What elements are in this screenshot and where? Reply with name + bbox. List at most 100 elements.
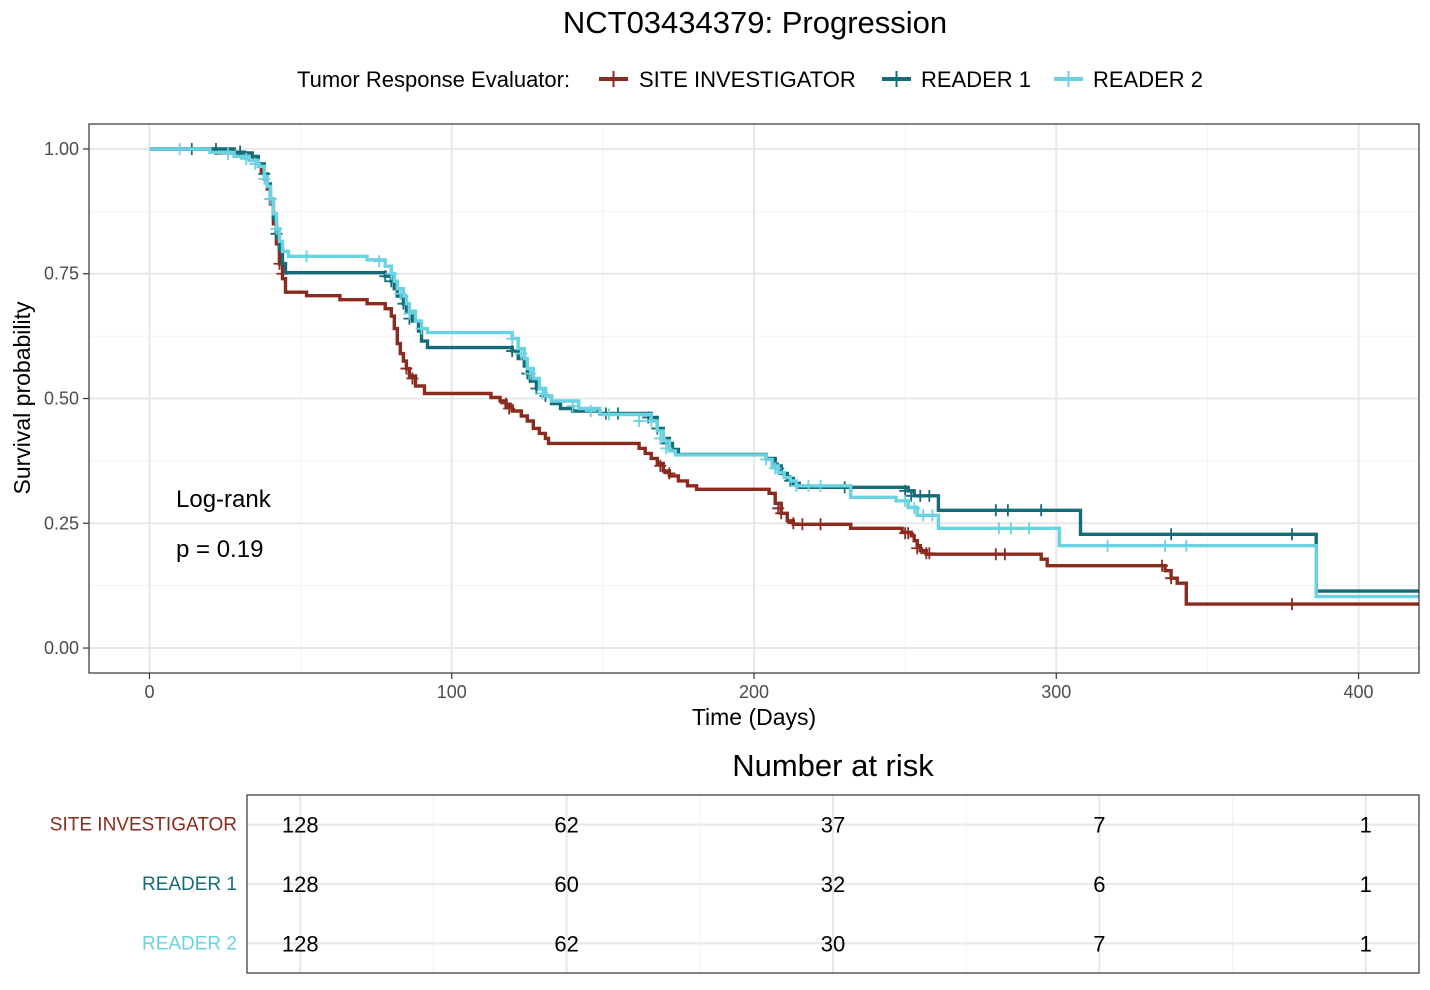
censor-mark (1101, 539, 1114, 552)
censor-mark (264, 192, 277, 205)
legend-title: Tumor Response Evaluator: (297, 67, 570, 92)
risk-count-reader-2: 7 (1093, 931, 1105, 956)
legend-key-site-investigator (599, 71, 628, 87)
censor-mark (1286, 528, 1299, 541)
risk-count-reader-1: 60 (554, 872, 578, 897)
axis-ticks: 0 100 200 300 400 0.00 0.25 0.50 0.75 1.00 (44, 139, 1374, 702)
censor-mark (222, 147, 235, 160)
censor-mark (902, 527, 915, 540)
censor-mark (506, 332, 519, 345)
risk-table-border (246, 794, 1420, 974)
legend-key-reader-1 (882, 71, 911, 87)
censor-mark (515, 347, 528, 360)
risk-count-reader-2: 62 (554, 931, 578, 956)
risk-count-reader-2: 128 (282, 931, 319, 956)
risk-count-reader-1: 1 (1360, 872, 1372, 897)
censor-mark (992, 522, 1005, 535)
censor-mark (645, 414, 658, 427)
legend-key-reader-2 (1054, 71, 1083, 87)
censor-mark (663, 467, 676, 480)
censor-mark (998, 548, 1011, 561)
y-tick-label: 1.00 (44, 139, 79, 159)
censor-mark (1159, 539, 1172, 552)
y-tick-label: 0.25 (44, 513, 79, 533)
censor-mark (394, 287, 407, 300)
y-tick-label: 0.50 (44, 389, 79, 409)
risk-row-label-site-investigator: SITE INVESTIGATOR (50, 815, 237, 836)
censor-mark (602, 408, 615, 421)
chart-title: NCT03434379: Progression (563, 5, 947, 40)
risk-row-label-reader-2: READER 2 (142, 933, 237, 954)
censor-mark (1165, 572, 1178, 585)
censor-mark (814, 518, 827, 531)
survival-curves (149, 142, 1419, 611)
censor-mark (300, 250, 313, 263)
risk-count-reader-2: 30 (821, 931, 845, 956)
censor-mark (584, 404, 597, 417)
censor-marks-reader-2 (173, 142, 1193, 552)
x-tick-label: 400 (1344, 682, 1374, 702)
censor-mark (796, 518, 809, 531)
risk-count-reader-1: 32 (821, 872, 845, 897)
censor-mark (385, 267, 398, 280)
censor-mark (503, 402, 516, 415)
censor-mark (760, 453, 773, 466)
censor-mark (415, 322, 428, 335)
censor-mark (270, 222, 283, 235)
censor-mark (989, 504, 1002, 517)
plot-grid (89, 124, 1419, 673)
censor-mark (1001, 504, 1014, 517)
censor-mark (908, 502, 921, 515)
risk-table-grid (247, 795, 1419, 973)
censor-mark (802, 479, 815, 492)
censor-mark (403, 307, 416, 320)
censor-mark (173, 142, 186, 155)
risk-count-reader-2: 1 (1360, 931, 1372, 956)
risk-count-site-investigator: 1 (1360, 813, 1372, 838)
censor-mark (500, 397, 513, 410)
censor-mark (249, 157, 262, 170)
censor-mark (524, 367, 537, 380)
censor-mark (633, 414, 646, 427)
censor-mark (1035, 504, 1048, 517)
censor-mark (406, 372, 419, 385)
censor-mark (814, 479, 827, 492)
risk-count-site-investigator: 128 (282, 813, 319, 838)
censor-mark (373, 255, 386, 268)
censor-mark (899, 494, 912, 507)
x-tick-label: 100 (437, 682, 467, 702)
censor-mark (790, 479, 803, 492)
censor-mark (787, 517, 800, 530)
risk-count-reader-1: 128 (282, 872, 319, 897)
censor-mark (1004, 522, 1017, 535)
risk-count-site-investigator: 37 (821, 813, 845, 838)
logrank-pvalue: p = 0.19 (176, 536, 263, 563)
x-tick-label: 300 (1041, 682, 1071, 702)
censor-mark (240, 152, 253, 165)
censor-mark (1180, 539, 1193, 552)
legend: Tumor Response Evaluator: SITE INVESTIGA… (297, 67, 1203, 92)
censor-mark (923, 547, 936, 560)
censor-mark (1156, 559, 1169, 572)
x-axis-label: Time (Days) (692, 704, 816, 730)
risk-table-rows: SITE INVESTIGATOR 128 62 37 7 1 READER 1 128 60 3… (50, 813, 1372, 957)
censor-mark (566, 399, 579, 412)
censor-mark (258, 172, 271, 185)
risk-row-label-reader-1: READER 1 (142, 874, 237, 895)
risk-table-title: Number at risk (732, 748, 934, 783)
censor-mark (769, 462, 782, 475)
censor-mark (654, 432, 667, 445)
y-tick-label: 0.00 (44, 638, 79, 658)
censor-mark (654, 459, 667, 472)
x-tick-label: 200 (739, 682, 769, 702)
censor-mark (379, 270, 392, 283)
legend-label-reader-1: READER 1 (921, 67, 1031, 92)
risk-count-reader-1: 6 (1093, 872, 1105, 897)
censor-mark (1286, 598, 1299, 611)
x-tick-label: 0 (144, 682, 154, 702)
risk-count-site-investigator: 62 (554, 813, 578, 838)
y-tick-label: 0.75 (44, 264, 79, 284)
censor-mark (926, 509, 939, 522)
